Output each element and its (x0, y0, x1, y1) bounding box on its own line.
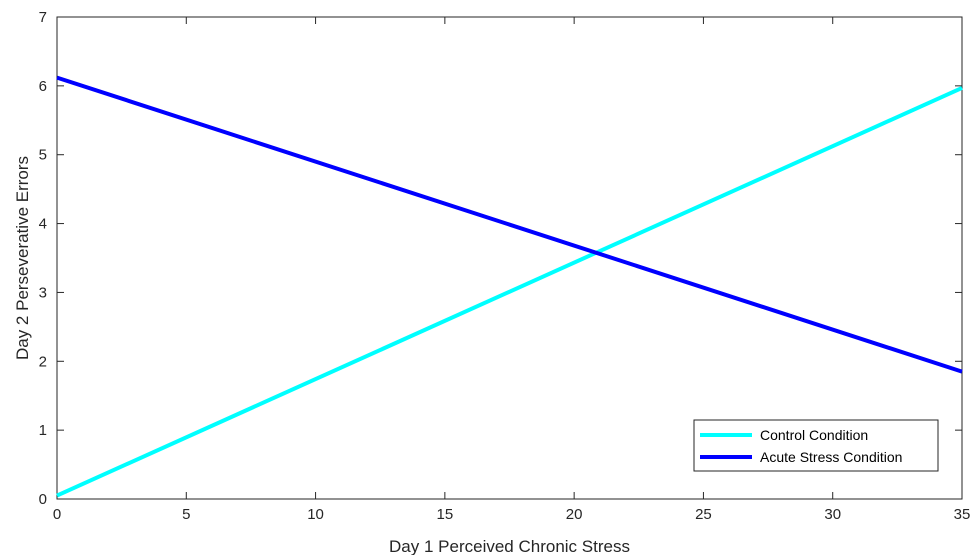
x-tick-label: 35 (954, 506, 971, 523)
legend: Control Condition Acute Stress Condition (693, 419, 939, 472)
y-tick-label: 4 (39, 216, 47, 233)
legend-box (693, 419, 939, 472)
x-tick-label: 25 (695, 506, 712, 523)
x-tick-label: 30 (824, 506, 841, 523)
plot-area (56, 16, 963, 500)
y-axis-title: Day 2 Perseverative Errors (13, 156, 32, 360)
x-tick-label: 0 (53, 506, 61, 523)
legend-label-control: Control Condition (760, 427, 868, 443)
x-tick-label: 10 (307, 506, 324, 523)
y-tick-label: 1 (39, 422, 47, 439)
series-lines (56, 75, 963, 498)
y-tick-label: 3 (39, 284, 47, 301)
x-axis-ticks: 0 5 10 15 20 25 30 35 (53, 17, 971, 523)
x-tick-label: 20 (566, 506, 583, 523)
series-line-acute-stress (56, 75, 963, 374)
y-tick-label: 6 (39, 78, 47, 95)
y-axis-ticks: 0 1 2 3 4 5 6 7 (39, 9, 962, 508)
y-tick-label: 5 (39, 147, 47, 164)
x-tick-label: 5 (182, 506, 190, 523)
y-tick-label: 0 (39, 491, 47, 508)
y-tick-label: 7 (39, 9, 47, 26)
x-tick-label: 15 (437, 506, 454, 523)
x-axis-title: Day 1 Perceived Chronic Stress (389, 537, 630, 555)
series-line-control (56, 86, 963, 498)
y-tick-label: 2 (39, 353, 47, 370)
legend-label-acute-stress: Acute Stress Condition (760, 449, 902, 465)
